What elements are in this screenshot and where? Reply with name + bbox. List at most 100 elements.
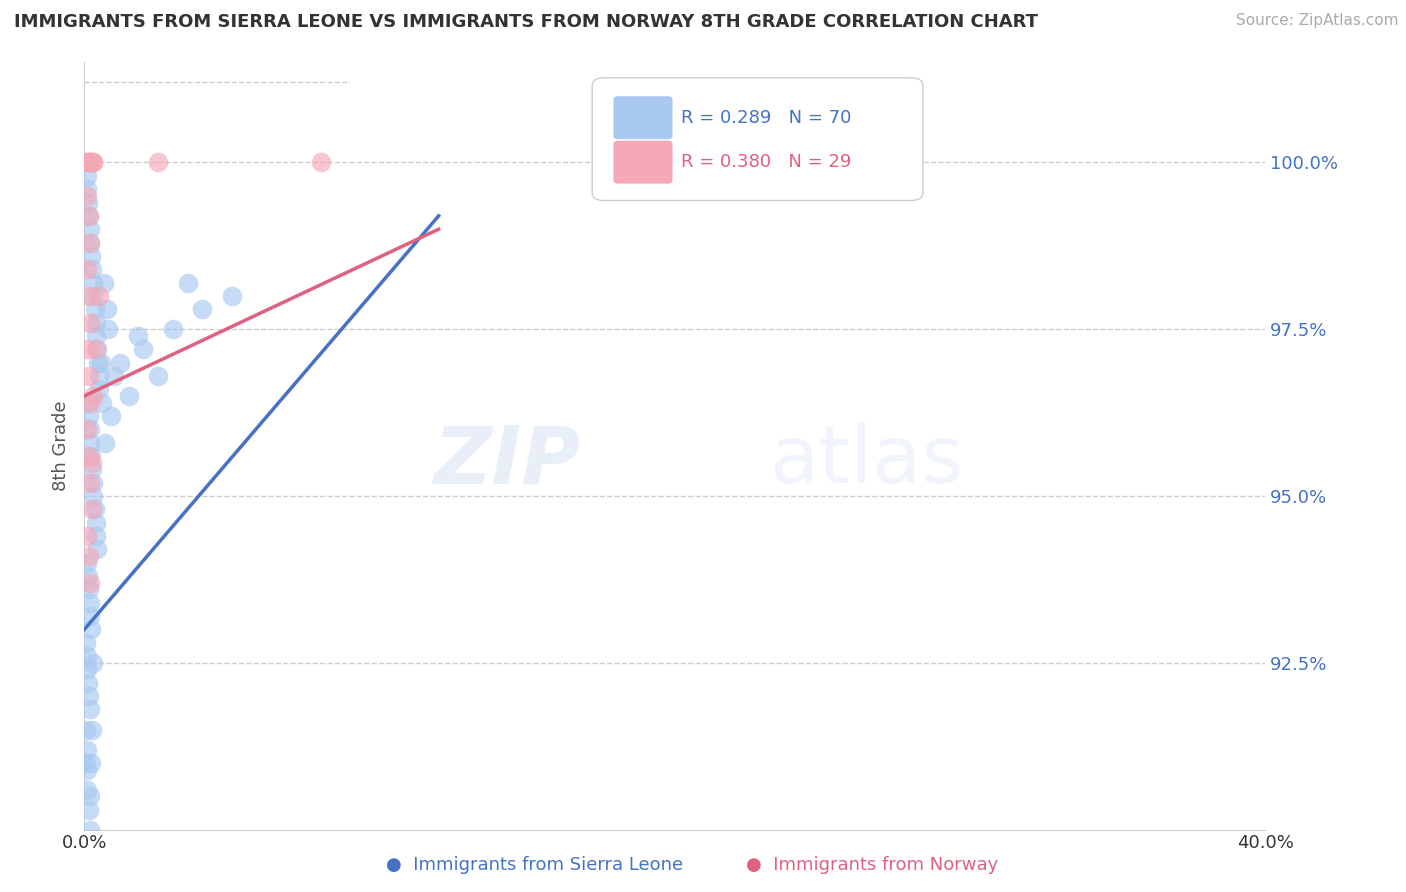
Point bbox=[221, 289, 243, 303]
Point bbox=[82, 489, 104, 503]
Point bbox=[77, 409, 100, 423]
Point bbox=[77, 449, 100, 463]
Point bbox=[91, 395, 114, 409]
Point bbox=[79, 702, 101, 716]
Point bbox=[79, 155, 101, 169]
Point bbox=[84, 516, 107, 530]
Point bbox=[82, 475, 104, 490]
Point bbox=[76, 782, 98, 797]
Point bbox=[83, 302, 105, 317]
Point bbox=[108, 356, 131, 370]
Point bbox=[80, 456, 103, 470]
FancyBboxPatch shape bbox=[613, 141, 672, 184]
Point bbox=[77, 209, 100, 223]
Point bbox=[80, 623, 103, 637]
Text: Source: ZipAtlas.com: Source: ZipAtlas.com bbox=[1236, 13, 1399, 29]
Point bbox=[77, 582, 100, 597]
Point bbox=[127, 329, 149, 343]
Point bbox=[177, 276, 200, 290]
Point bbox=[79, 609, 101, 624]
Text: ZIP: ZIP bbox=[433, 422, 581, 500]
Text: R = 0.289   N = 70: R = 0.289 N = 70 bbox=[681, 109, 851, 127]
Point bbox=[79, 435, 101, 450]
Point bbox=[93, 276, 115, 290]
Point bbox=[75, 155, 97, 169]
Point bbox=[103, 368, 125, 383]
Point bbox=[82, 656, 104, 670]
Point bbox=[84, 329, 107, 343]
Point bbox=[86, 343, 108, 357]
Point bbox=[87, 289, 111, 303]
Point bbox=[79, 422, 101, 436]
FancyBboxPatch shape bbox=[613, 96, 672, 139]
Point bbox=[80, 262, 103, 277]
Point bbox=[76, 649, 98, 664]
Point bbox=[77, 155, 100, 169]
Y-axis label: 8th Grade: 8th Grade bbox=[52, 401, 70, 491]
Point bbox=[80, 462, 103, 476]
Point bbox=[77, 395, 100, 409]
Point bbox=[94, 435, 117, 450]
Point bbox=[76, 663, 98, 677]
Point bbox=[79, 575, 101, 590]
Point bbox=[79, 222, 101, 236]
Point bbox=[79, 822, 101, 837]
Point bbox=[90, 356, 112, 370]
Point bbox=[80, 449, 103, 463]
Point bbox=[77, 368, 100, 383]
Point bbox=[76, 189, 98, 203]
Point bbox=[82, 389, 104, 403]
Text: ●  Immigrants from Sierra Leone: ● Immigrants from Sierra Leone bbox=[385, 856, 683, 874]
Point bbox=[79, 475, 101, 490]
Point bbox=[76, 529, 98, 543]
Text: ●  Immigrants from Norway: ● Immigrants from Norway bbox=[745, 856, 998, 874]
Point bbox=[96, 302, 118, 317]
Point bbox=[80, 723, 103, 737]
Point bbox=[79, 235, 101, 250]
Point bbox=[79, 235, 101, 250]
Point bbox=[80, 756, 103, 770]
Point bbox=[76, 556, 98, 570]
Point bbox=[77, 549, 100, 563]
Point bbox=[77, 675, 100, 690]
Point bbox=[132, 343, 155, 357]
Point bbox=[82, 276, 104, 290]
Point bbox=[77, 195, 100, 210]
Point bbox=[87, 368, 110, 383]
Point bbox=[77, 289, 100, 303]
Text: IMMIGRANTS FROM SIERRA LEONE VS IMMIGRANTS FROM NORWAY 8TH GRADE CORRELATION CHA: IMMIGRANTS FROM SIERRA LEONE VS IMMIGRAN… bbox=[14, 13, 1038, 31]
Point bbox=[84, 316, 107, 330]
Point bbox=[82, 155, 104, 169]
Point bbox=[79, 596, 101, 610]
FancyBboxPatch shape bbox=[592, 78, 922, 201]
Point bbox=[76, 742, 98, 756]
Point bbox=[76, 169, 98, 183]
Point bbox=[100, 409, 122, 423]
Point bbox=[86, 356, 108, 370]
Point bbox=[162, 322, 184, 336]
Point bbox=[80, 249, 103, 263]
Point bbox=[75, 723, 97, 737]
Point bbox=[97, 322, 120, 336]
Point bbox=[87, 382, 111, 396]
Point bbox=[82, 289, 104, 303]
Point bbox=[80, 502, 103, 516]
Point bbox=[118, 389, 141, 403]
Point bbox=[77, 209, 100, 223]
Point bbox=[79, 316, 101, 330]
Point bbox=[76, 343, 98, 357]
Point bbox=[76, 763, 98, 777]
Point bbox=[79, 155, 101, 169]
Point bbox=[86, 542, 108, 557]
Point bbox=[84, 529, 107, 543]
Point bbox=[79, 395, 101, 409]
Point bbox=[148, 155, 170, 169]
Point bbox=[82, 155, 104, 169]
Point bbox=[75, 756, 97, 770]
Point bbox=[76, 422, 98, 436]
Text: atlas: atlas bbox=[769, 422, 963, 500]
Point bbox=[77, 803, 100, 817]
Point bbox=[148, 368, 170, 383]
Point bbox=[77, 689, 100, 703]
Point bbox=[76, 262, 98, 277]
